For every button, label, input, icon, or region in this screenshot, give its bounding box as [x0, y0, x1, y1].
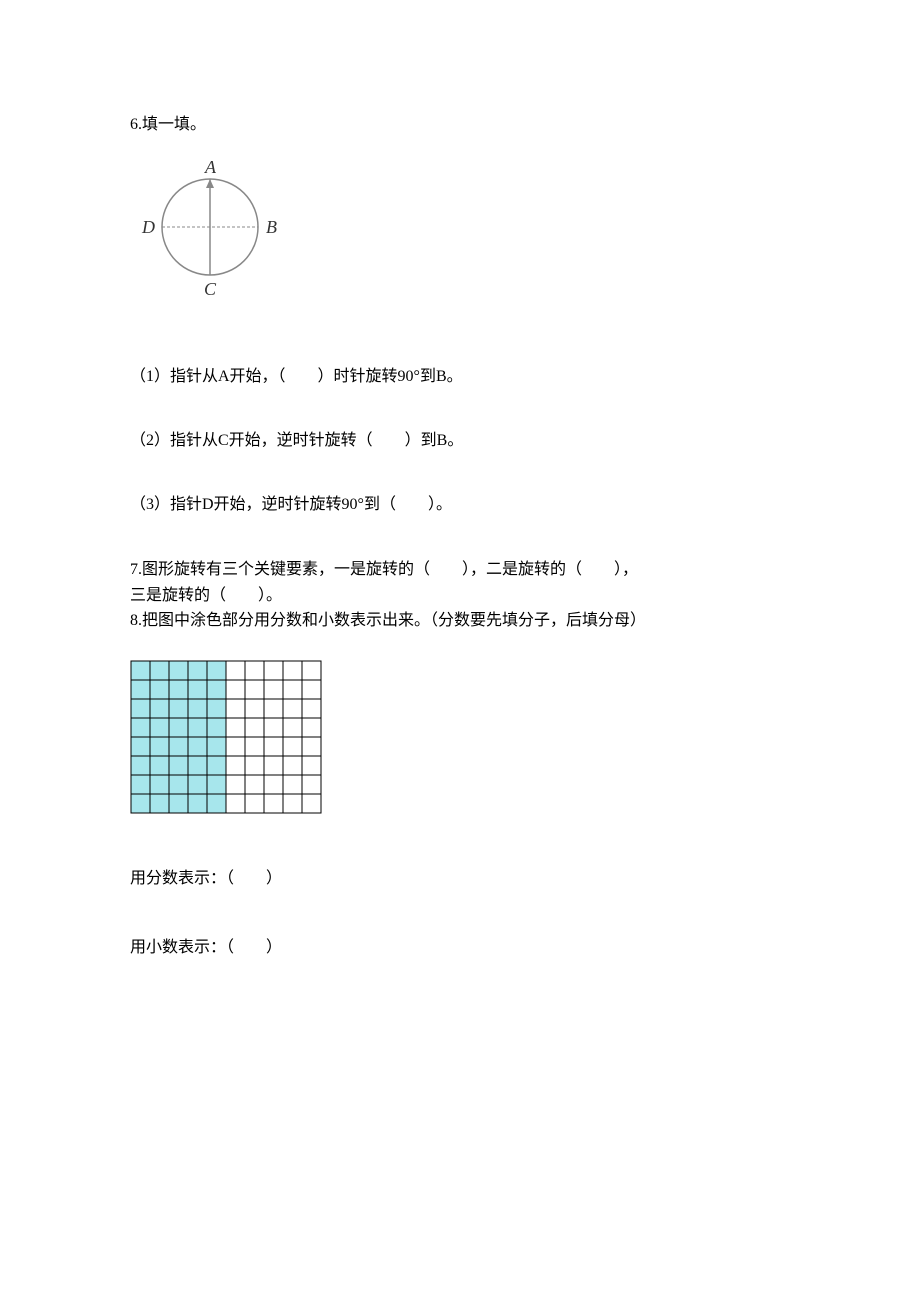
- q7-line2: 三是旋转的（ ）。: [130, 583, 790, 609]
- circle-svg: A B C D: [135, 157, 295, 317]
- q7-line1: 7.图形旋转有三个关键要素，一是旋转的（ ），二是旋转的（ ），: [130, 557, 790, 583]
- svg-text:D: D: [141, 217, 155, 237]
- svg-text:B: B: [266, 217, 277, 237]
- svg-text:A: A: [204, 157, 217, 177]
- q6-sub3: （3）指针D开始，逆时针旋转90°到（ ）。: [130, 493, 790, 517]
- grid-diagram: [130, 660, 790, 822]
- q8-ans-decimal: 用小数表示：（ ）: [130, 936, 790, 960]
- q6-heading: 6.填一填。: [130, 113, 790, 137]
- circle-diagram: A B C D: [135, 157, 790, 325]
- svg-text:C: C: [204, 279, 217, 299]
- q6-sub1: （1）指针从A开始，（ ）时针旋转90°到B。: [130, 365, 790, 389]
- grid-svg: [130, 660, 322, 814]
- q6-sub2: （2）指针从C开始，逆时针旋转（ ）到B。: [130, 429, 790, 453]
- q8-ans-fraction: 用分数表示：（ ）: [130, 867, 790, 891]
- q8-heading: 8.把图中涂色部分用分数和小数表示出来。（分数要先填分子，后填分母）: [130, 608, 790, 634]
